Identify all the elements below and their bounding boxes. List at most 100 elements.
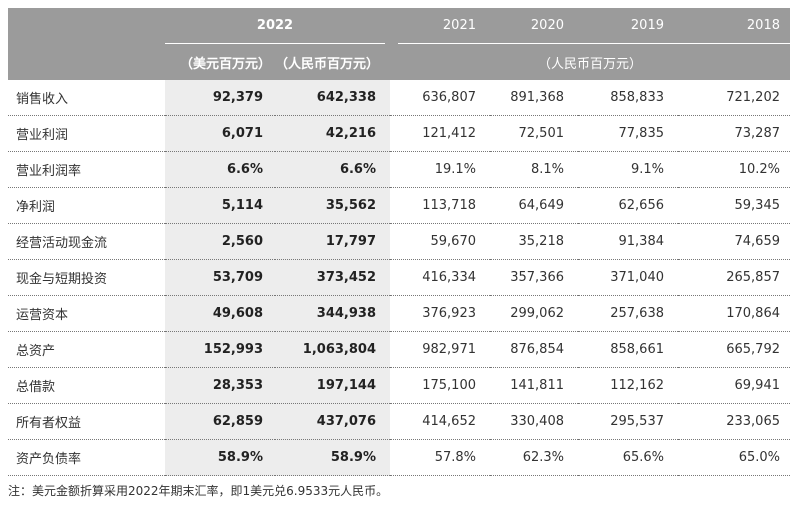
row-label: 运营资本 [8,295,165,332]
cell: 91,384 [578,223,678,260]
cell: 295,537 [578,403,678,440]
cell: 858,661 [578,331,678,368]
cell: 6.6% [275,151,390,188]
unit-usd: （美元百万元） [165,44,275,80]
cell: 28,353 [165,367,275,404]
cell: 58.9% [275,439,390,476]
cell: 414,652 [390,403,490,440]
table-row: 经营活动现金流 2,560 17,797 59,670 35,218 91,384 74,6… [8,223,790,260]
cell: 858,833 [578,80,678,116]
cell: 112,162 [578,367,678,404]
cell: 257,638 [578,295,678,332]
row-label: 净利润 [8,187,165,224]
cell: 416,334 [390,259,490,296]
header-2022: 2022 [165,8,390,44]
cell: 170,864 [678,295,790,332]
row-label: 总借款 [8,367,165,404]
cell: 35,218 [490,223,578,260]
cell: 197,144 [275,367,390,404]
table-row: 总资产 152,993 1,063,804 982,971 876,854 858,661… [8,331,790,368]
cell: 175,100 [390,367,490,404]
cell: 62.3% [490,439,578,476]
cell: 233,065 [678,403,790,440]
table-row: 总借款 28,353 197,144 175,100 141,811 112,162 69,… [8,367,790,404]
row-label: 现金与短期投资 [8,259,165,296]
cell: 299,062 [490,295,578,332]
table-body: 销售收入 92,379 642,338 636,807 891,368 858,833 72… [8,80,790,476]
cell: 265,857 [678,259,790,296]
unit-other: （人民币百万元） [390,44,790,80]
cell: 64,649 [490,187,578,224]
cell: 17,797 [275,223,390,260]
cell: 62,859 [165,403,275,440]
cell: 65.6% [578,439,678,476]
table-row: 销售收入 92,379 642,338 636,807 891,368 858,833 72… [8,80,790,116]
row-label: 营业利润 [8,115,165,152]
year-header: 2020 [490,8,578,44]
row-label: 经营活动现金流 [8,223,165,260]
cell: 6,071 [165,115,275,152]
cell: 5,114 [165,187,275,224]
table-row: 现金与短期投资 53,709 373,452 416,334 357,366 371,04… [8,259,790,296]
cell: 8.1% [490,151,578,188]
cell: 636,807 [390,80,490,116]
cell: 49,608 [165,295,275,332]
row-label: 所有者权益 [8,403,165,440]
cell: 53,709 [165,259,275,296]
year-header: 2021 [390,8,490,44]
cell: 982,971 [390,331,490,368]
unit-rmb: （人民币百万元） [275,44,390,80]
row-label: 营业利润率 [8,151,165,188]
table-row: 营业利润 6,071 42,216 121,412 72,501 77,835 73,287 [8,115,790,152]
cell: 35,562 [275,187,390,224]
cell: 77,835 [578,115,678,152]
cell: 113,718 [390,187,490,224]
year-label: 2021 [398,8,490,44]
cell: 19.1% [390,151,490,188]
cell: 437,076 [275,403,390,440]
table-row: 营业利润率 6.6% 6.6% 19.1% 8.1% 9.1% 10.2% [8,151,790,188]
financial-table: 2022 2021 2020 2019 2018 （美元百万元） （人民币百万元） （… [8,8,790,476]
cell: 74,659 [678,223,790,260]
header-blank [8,44,165,80]
year-label: 2018 [678,8,790,44]
cell: 92,379 [165,80,275,116]
cell: 62,656 [578,187,678,224]
table-row: 资产负债率 58.9% 58.9% 57.8% 62.3% 65.6% 65.0% [8,439,790,476]
row-label: 销售收入 [8,80,165,116]
cell: 357,366 [490,259,578,296]
row-label: 资产负债率 [8,439,165,476]
cell: 376,923 [390,295,490,332]
cell: 69,941 [678,367,790,404]
header-row: 2022 2021 2020 2019 2018 [8,8,790,44]
cell: 721,202 [678,80,790,116]
cell: 1,063,804 [275,331,390,368]
year-label: 2019 [578,8,678,44]
cell: 2,560 [165,223,275,260]
table-row: 所有者权益 62,859 437,076 414,652 330,408 295,537 2… [8,403,790,440]
cell: 73,287 [678,115,790,152]
cell: 9.1% [578,151,678,188]
table-row: 净利润 5,114 35,562 113,718 64,649 62,656 59,345 [8,187,790,224]
cell: 121,412 [390,115,490,152]
cell: 371,040 [578,259,678,296]
header-row: （美元百万元） （人民币百万元） （人民币百万元） [8,44,790,80]
row-label: 总资产 [8,331,165,368]
year-label: 2020 [490,8,578,44]
cell: 58.9% [165,439,275,476]
cell: 57.8% [390,439,490,476]
cell: 876,854 [490,331,578,368]
header-blank [8,8,165,44]
footnote: 注：美元金额折算采用2022年期末汇率，即1美元兑6.9533元人民币。 [8,484,389,498]
cell: 59,670 [390,223,490,260]
cell: 665,792 [678,331,790,368]
cell: 891,368 [490,80,578,116]
cell: 373,452 [275,259,390,296]
cell: 65.0% [678,439,790,476]
cell: 72,501 [490,115,578,152]
cell: 141,811 [490,367,578,404]
cell: 10.2% [678,151,790,188]
cell: 642,338 [275,80,390,116]
table-row: 运营资本 49,608 344,938 376,923 299,062 257,638 17… [8,295,790,332]
